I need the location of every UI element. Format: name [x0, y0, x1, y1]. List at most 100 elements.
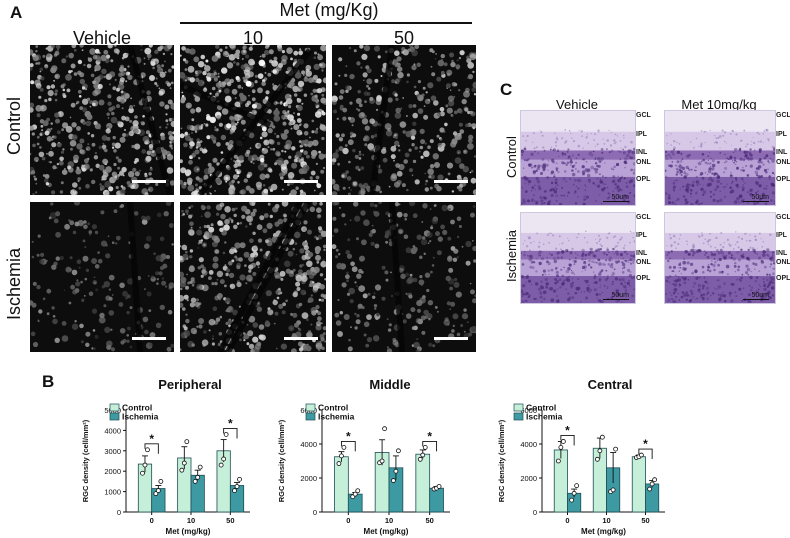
data-point	[613, 446, 619, 452]
histo-col-met: Met 10mg/kg	[681, 97, 757, 112]
micrograph-ischemia-50	[332, 202, 476, 352]
data-point	[181, 460, 187, 466]
y-tick-label: 0	[313, 508, 317, 517]
data-point	[652, 477, 658, 483]
layer-label-onl: ONL	[636, 158, 651, 166]
significance-star: *	[149, 432, 154, 446]
x-tick-label: 0	[150, 516, 154, 525]
data-point	[153, 491, 159, 497]
data-point	[382, 426, 387, 432]
data-point	[352, 491, 358, 497]
bar-control-50	[415, 453, 431, 513]
data-point	[574, 483, 580, 489]
layer-label-opl: OPL	[636, 275, 651, 282]
data-point	[221, 456, 227, 462]
y-tick-label: 2000	[520, 474, 537, 483]
y-tick-label: 4000	[104, 426, 121, 435]
micrograph-control-50	[332, 45, 476, 195]
legend-swatch-ischemia	[513, 412, 524, 421]
col-header-vehicle: Vehicle	[72, 28, 132, 48]
histology-scale-bar	[603, 299, 629, 300]
chart-title-peripheral: Peripheral	[158, 377, 222, 392]
scale-bar	[434, 180, 468, 183]
y-tick-label: 2000	[300, 474, 317, 483]
scale-bar	[132, 337, 166, 340]
layer-label-onl: ONL	[636, 258, 651, 266]
x-tick-label: 0	[346, 516, 350, 525]
legend-swatch-control	[305, 403, 316, 412]
data-point	[192, 478, 198, 484]
data-point	[647, 486, 653, 492]
data-point	[155, 488, 161, 493]
x-tick-label: 0	[565, 516, 569, 525]
layer-label-onl: ONL	[776, 258, 790, 266]
data-point	[571, 490, 577, 496]
data-point	[158, 478, 164, 484]
significance-star: *	[643, 437, 648, 451]
y-axis-label: RGC density (cell/mm²)	[277, 419, 286, 502]
layer-label-onl: ONL	[776, 158, 790, 166]
data-point	[179, 467, 185, 473]
y-axis-label: RGC density (cell/mm²)	[497, 419, 506, 502]
data-point	[436, 484, 442, 489]
significance-star: *	[346, 429, 351, 443]
layer-label-inl: INL	[636, 249, 648, 257]
y-axis-label: RGC density (cell/mm²)	[81, 419, 90, 502]
y-tick-label: 4000	[520, 440, 537, 449]
histology-ischemia-vehicle: 50um	[520, 212, 636, 304]
layer-label-opl: OPL	[636, 175, 651, 183]
legend-swatch-ischemia	[109, 412, 120, 421]
histology-scale-bar-label: 50um	[611, 194, 629, 201]
data-point	[145, 447, 150, 453]
data-point	[140, 470, 145, 476]
bar-control-0	[553, 449, 568, 513]
y-tick-label: 1000	[104, 488, 121, 497]
bar-control-0	[334, 456, 349, 513]
data-point	[417, 456, 423, 462]
significance-bracket	[144, 443, 159, 454]
significance-bracket	[340, 440, 356, 452]
panel-b-letter: B	[42, 372, 55, 391]
y-tick-label: 3000	[104, 447, 121, 456]
scale-bar	[132, 180, 166, 183]
data-point	[649, 481, 655, 487]
layer-label-ipl: IPL	[636, 130, 647, 138]
data-point	[237, 476, 242, 482]
histology-scale-bar-label: 50um	[611, 292, 629, 299]
legend-swatch-control	[513, 403, 524, 412]
data-point	[560, 439, 566, 444]
data-point	[142, 462, 148, 468]
significance-bracket	[422, 440, 438, 452]
layer-label-opl: OPL	[776, 275, 790, 282]
layer-label-opl: OPL	[776, 175, 790, 183]
histology-scale-bar-label: 50um	[751, 292, 769, 299]
legend-label-ischemia: Ischemia	[318, 412, 355, 422]
data-point	[223, 432, 229, 437]
data-point	[184, 439, 190, 445]
data-point	[336, 461, 342, 466]
y-tick-label: 0	[533, 508, 537, 517]
data-point	[195, 474, 201, 480]
col-header-50: 50	[393, 28, 415, 48]
legend-label-ischemia: Ischemia	[122, 412, 159, 422]
met-group-label: Met (mg/Kg)	[279, 0, 379, 20]
data-point	[555, 458, 561, 464]
significance-bracket	[560, 435, 575, 446]
significance-star: *	[427, 429, 432, 443]
micrograph-ischemia-10	[180, 202, 326, 352]
bar-control-50	[631, 456, 646, 513]
data-point	[339, 453, 344, 459]
layer-label-ipl: IPL	[776, 130, 787, 138]
x-tick-label: 50	[641, 516, 649, 525]
histology-control-vehicle: 50um	[520, 110, 636, 206]
legend-label-control: Control	[526, 403, 556, 413]
data-point	[218, 462, 224, 468]
data-point	[341, 444, 347, 450]
scale-bar	[284, 180, 318, 183]
data-point	[234, 484, 240, 489]
significance-star: *	[228, 416, 233, 430]
y-tick-label: 4000	[300, 440, 317, 449]
x-tick-label: 10	[187, 516, 195, 525]
y-tick-label: 2000	[104, 467, 121, 476]
